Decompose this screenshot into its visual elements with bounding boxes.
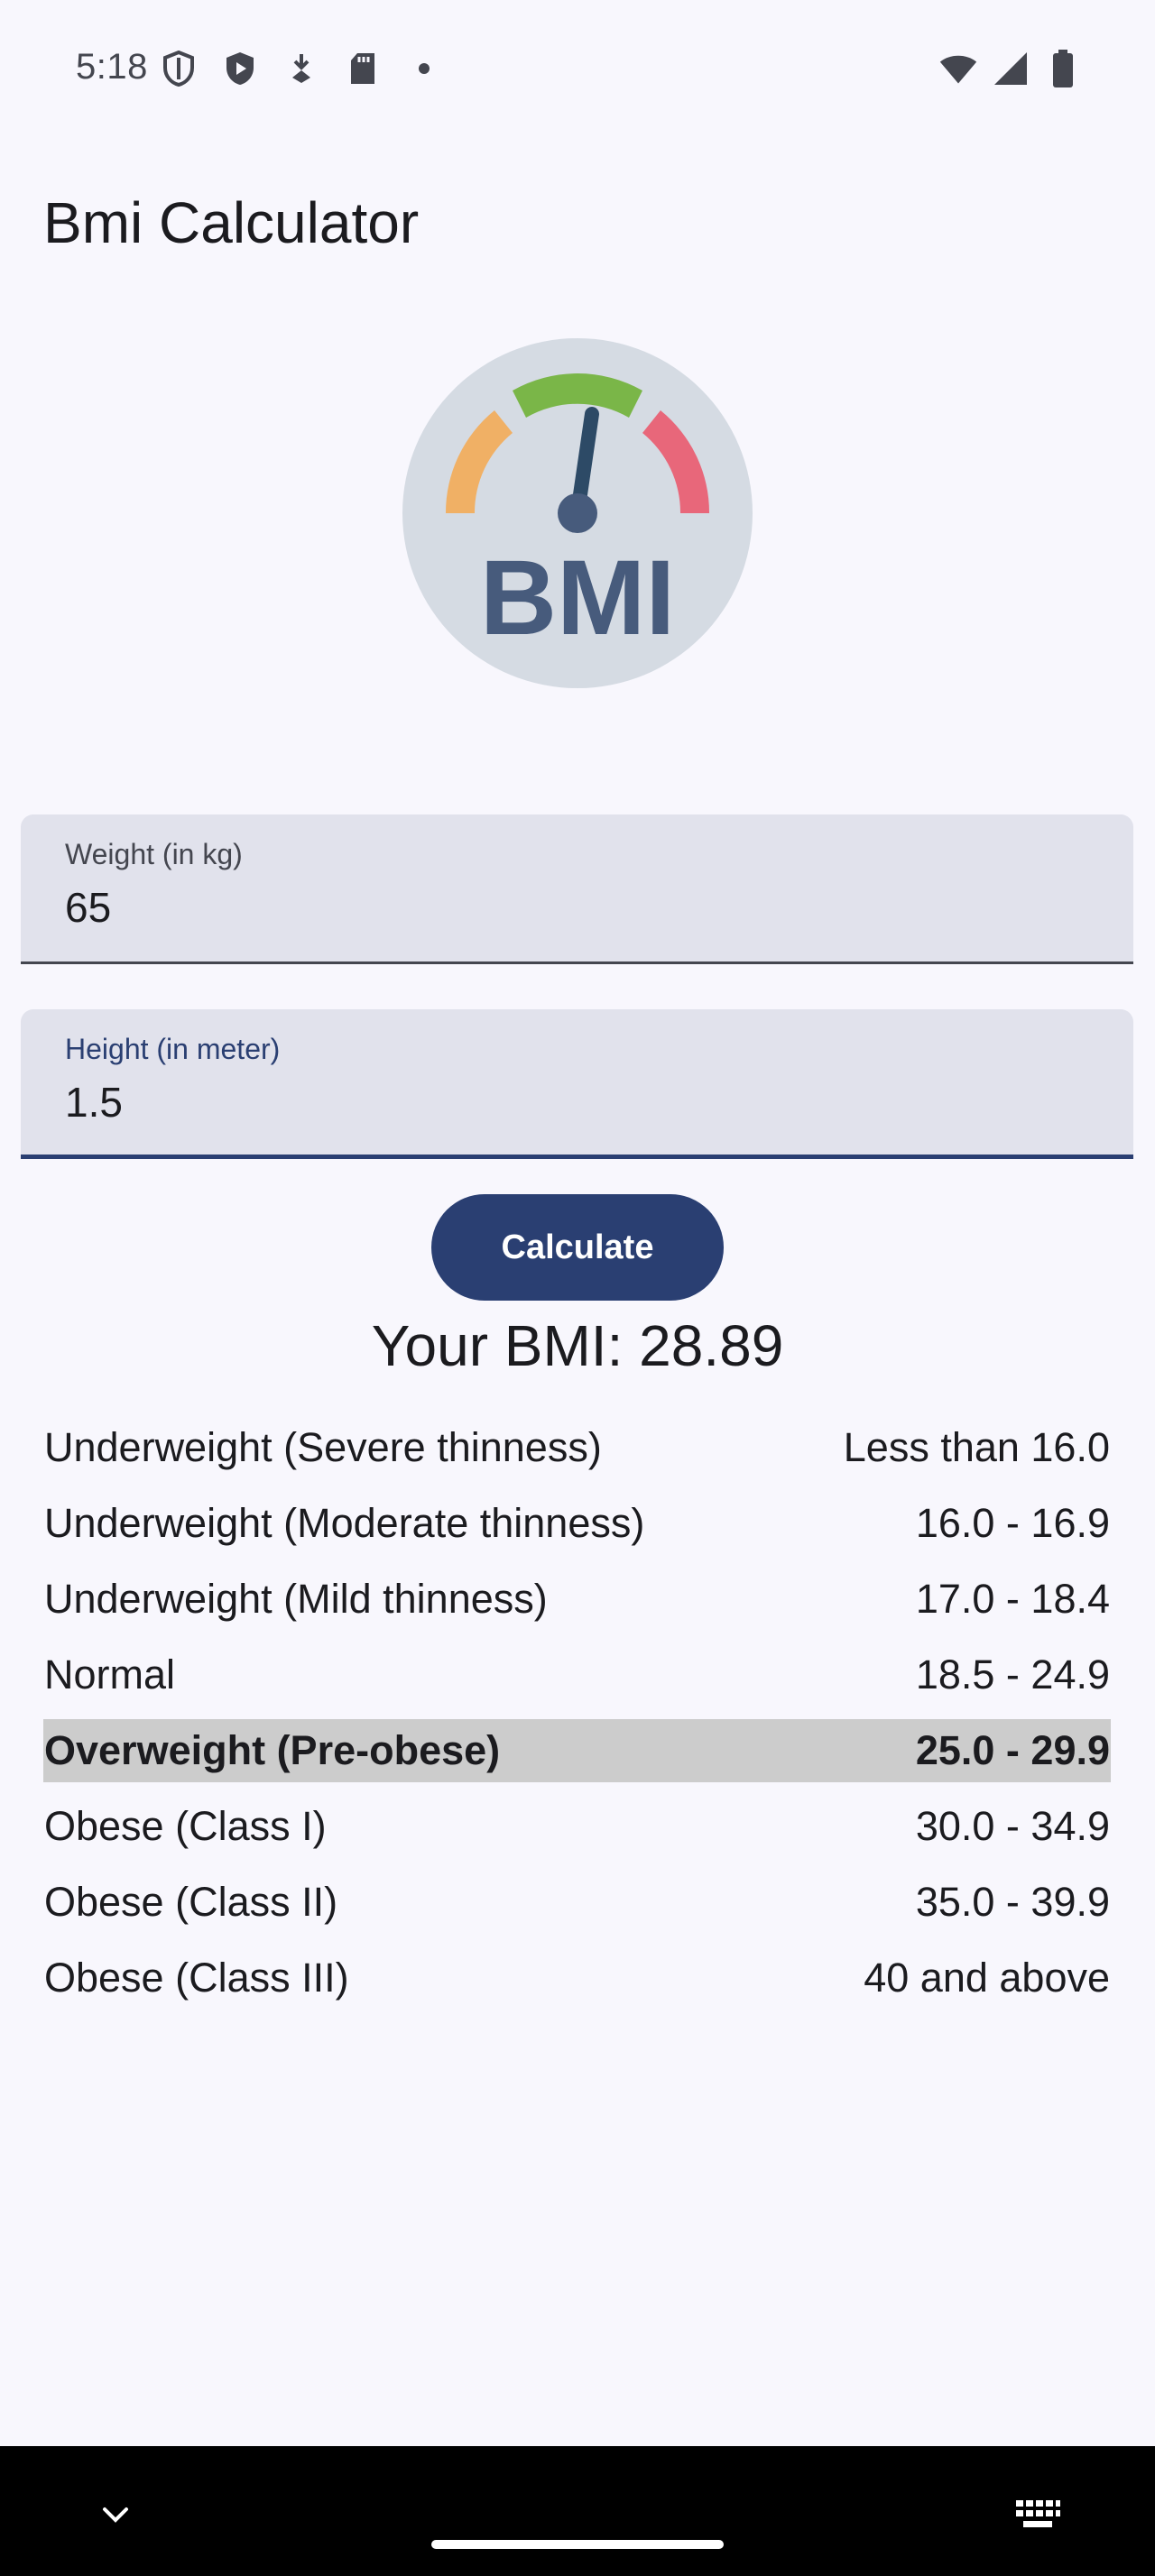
weight-field-label: Weight (in kg) (65, 838, 243, 870)
category-name: Obese (Class III) (44, 1955, 349, 2001)
category-range: 17.0 - 18.4 (915, 1576, 1110, 1622)
cellular-signal-icon (991, 49, 1030, 88)
calculate-button[interactable]: Calculate (431, 1194, 724, 1301)
category-name: Obese (Class I) (44, 1803, 327, 1849)
logo-text: BMI (480, 538, 675, 658)
home-handle[interactable] (431, 2540, 724, 2549)
battery-icon (1043, 49, 1083, 88)
table-row-highlighted: Overweight (Pre-obese) 25.0 - 29.9 (43, 1719, 1111, 1782)
bmi-result: Your BMI: 28.89 (371, 1313, 784, 1378)
category-range: 40 and above (864, 1955, 1110, 2001)
wifi-icon (938, 49, 978, 88)
chevron-down-icon[interactable] (97, 2497, 134, 2533)
table-row: Underweight (Moderate thinness) 16.0 - 1… (43, 1492, 1111, 1555)
table-row: Underweight (Mild thinness) 17.0 - 18.4 (43, 1568, 1111, 1631)
height-field-label: Height (in meter) (65, 1033, 281, 1065)
keyboard-icon[interactable] (1014, 2498, 1061, 2531)
play-shield-icon (220, 49, 260, 88)
table-row: Normal 18.5 - 24.9 (43, 1643, 1111, 1707)
table-row: Obese (Class I) 30.0 - 34.9 (43, 1795, 1111, 1858)
page-title: Bmi Calculator (43, 190, 420, 255)
category-range: 30.0 - 34.9 (915, 1803, 1110, 1849)
category-range: 18.5 - 24.9 (915, 1651, 1110, 1697)
table-row: Underweight (Severe thinness) Less than … (43, 1416, 1111, 1479)
category-range: Less than 16.0 (843, 1424, 1110, 1470)
category-name: Normal (44, 1651, 176, 1697)
height-field[interactable]: Height (in meter) (21, 1009, 1133, 1159)
category-range: 25.0 - 29.9 (915, 1727, 1110, 1773)
category-name: Underweight (Moderate thinness) (44, 1500, 645, 1546)
table-row: Obese (Class III) 40 and above (43, 1946, 1111, 2010)
category-name: Obese (Class II) (44, 1879, 338, 1925)
category-name: Underweight (Mild thinness) (44, 1576, 548, 1622)
category-name: Underweight (Severe thinness) (44, 1424, 602, 1470)
dot-icon (404, 49, 444, 88)
category-range: 35.0 - 39.9 (915, 1879, 1110, 1925)
shield-outline-icon (159, 49, 199, 88)
table-row: Obese (Class II) 35.0 - 39.9 (43, 1871, 1111, 1934)
bmi-gauge-icon: BMI (402, 338, 753, 688)
sd-card-icon (343, 49, 383, 88)
download-icon (282, 49, 321, 88)
category-range: 16.0 - 16.9 (915, 1500, 1110, 1546)
height-input[interactable] (65, 1078, 1076, 1127)
status-time: 5:18 (76, 47, 148, 87)
category-name: Overweight (Pre-obese) (44, 1727, 501, 1773)
weight-field[interactable]: Weight (in kg) (21, 814, 1133, 964)
navigation-bar (0, 2446, 1155, 2576)
weight-input[interactable] (65, 883, 1076, 932)
bmi-category-table: Underweight (Severe thinness) Less than … (43, 1416, 1111, 2022)
status-bar: 5:18 (0, 0, 1155, 135)
